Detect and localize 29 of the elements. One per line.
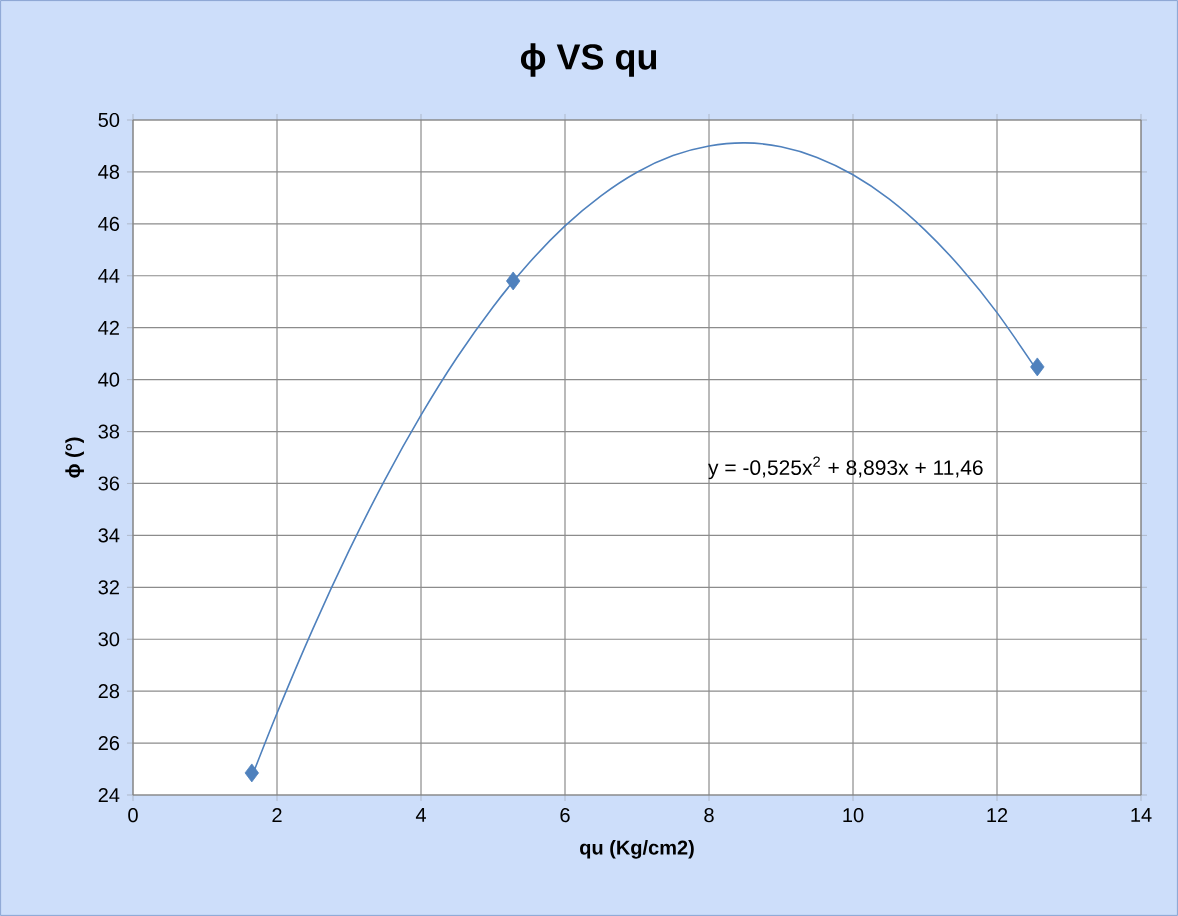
point: [506, 271, 521, 291]
chart-title: ϕ VS qu: [520, 43, 657, 77]
y-tick-label: 34: [98, 528, 120, 543]
y-tick-label: 50: [98, 112, 120, 128]
x-tick-label: 0: [128, 808, 138, 823]
y-tick-label: 46: [98, 216, 120, 231]
x-tick-label: 2: [272, 808, 282, 823]
y-tick-label: 38: [98, 424, 120, 439]
x-tick-label: 8: [704, 808, 714, 823]
x-tick-label: 6: [560, 808, 570, 823]
y-tick-label: 40: [98, 372, 120, 387]
annotation: y = -0,525x$^{2}$ + 8,893x + 11,46: [708, 456, 983, 480]
y-tick-label: 36: [98, 476, 120, 491]
y-tick-label: 32: [98, 580, 119, 595]
x-tick-label: 14: [1131, 808, 1152, 822]
y-tick-label: 26: [98, 736, 120, 751]
x-tick-label: 12: [987, 808, 1008, 823]
point: [244, 763, 259, 783]
x-axis-title: qu (Kg/cm2): [580, 839, 694, 859]
y-tick-label: 42: [98, 320, 119, 335]
y-tick-label: 24: [98, 788, 120, 802]
y-tick-label: 28: [98, 684, 120, 699]
x-tick-label: 4: [415, 808, 426, 822]
y-axis-title: ϕ (°): [65, 437, 84, 478]
y-tick-label: 44: [98, 268, 120, 283]
x-tick-label: 10: [843, 808, 864, 823]
point: [1030, 357, 1045, 377]
y-tick-label: 48: [98, 164, 120, 179]
y-tick-label: 30: [98, 632, 120, 647]
